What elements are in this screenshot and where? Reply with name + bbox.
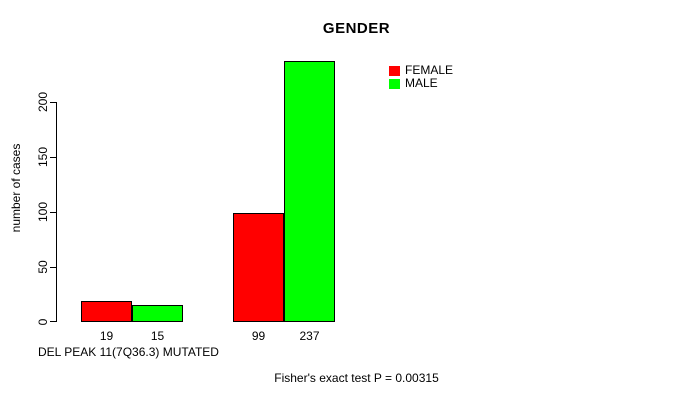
legend-item-male: MALE — [389, 77, 453, 90]
stat-annotation: Fisher's exact test P = 0.00315 — [274, 371, 439, 385]
bar-value-label: 99 — [251, 329, 266, 343]
bar-female-group1 — [81, 301, 132, 322]
legend: FEMALE MALE — [389, 64, 453, 90]
bar-female-group2 — [233, 213, 284, 322]
y-axis-tick-label: 150 — [36, 146, 50, 168]
x-axis-label: DEL PEAK 11(7Q36.3) MUTATED — [38, 345, 219, 359]
y-axis-tick — [50, 267, 56, 268]
bar-value-label: 237 — [299, 329, 320, 343]
legend-item-female: FEMALE — [389, 64, 453, 77]
y-axis-tick — [50, 321, 56, 322]
bar-male-group1 — [132, 305, 183, 322]
legend-swatch-male — [389, 78, 400, 89]
legend-label-male: MALE — [405, 76, 438, 90]
y-axis-tick-label: 50 — [36, 260, 50, 274]
y-axis-label: number of cases — [9, 143, 23, 233]
y-axis-tick-label: 100 — [36, 201, 50, 223]
y-axis-tick — [50, 212, 56, 213]
y-axis-tick — [50, 157, 56, 158]
legend-label-female: FEMALE — [405, 63, 454, 77]
legend-swatch-female — [389, 65, 400, 76]
y-axis-tick-label: 200 — [36, 91, 50, 113]
plot-area: 0 50 100 150 200 19 99 15 237 — [36, 61, 658, 343]
y-axis-tick — [50, 102, 56, 103]
chart-title: GENDER — [322, 20, 391, 37]
y-axis-tick-label: 0 — [36, 318, 50, 326]
bar-value-label: 15 — [150, 329, 165, 343]
bar-male-group2 — [284, 61, 335, 322]
bar-value-label: 19 — [99, 329, 114, 343]
